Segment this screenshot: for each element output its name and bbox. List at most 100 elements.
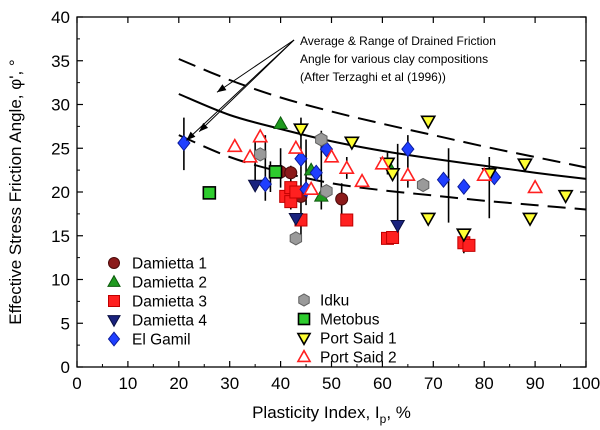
y-tick-label: 35 [51, 52, 70, 71]
data-point [384, 168, 401, 183]
data-point [292, 123, 309, 138]
y-tick-label: 0 [61, 358, 70, 377]
data-point [284, 166, 298, 180]
data-point [254, 147, 267, 162]
series-port-said-2 [226, 128, 544, 195]
data-point [401, 140, 415, 158]
data-point [287, 139, 304, 154]
x-tick-label: 100 [572, 374, 600, 393]
legend-label: Damietta 3 [132, 294, 207, 311]
arrow-head [186, 131, 196, 141]
data-point [462, 238, 476, 252]
legend-marker [107, 331, 121, 347]
data-point [557, 189, 574, 205]
legend-label: Damietta 1 [132, 256, 207, 273]
x-tick-label: 80 [475, 374, 494, 393]
data-point [323, 148, 340, 163]
annotation-line: (After Terzaghi et al (1996)) [300, 70, 446, 84]
annotation-line: Angle for various clay compositions [300, 52, 488, 66]
annotation: Average & Range of Drained Friction Angle… [186, 34, 496, 141]
data-point [374, 155, 391, 170]
data-point [420, 212, 437, 227]
legend-label: Damietta 4 [132, 313, 207, 330]
data-point [289, 231, 303, 246]
curve-average [178, 93, 587, 180]
data-point [315, 132, 328, 147]
data-point [289, 185, 303, 199]
legend-label: Damietta 2 [132, 275, 207, 292]
data-point [309, 164, 323, 182]
y-tick-label: 40 [51, 8, 70, 27]
data-point [320, 183, 333, 199]
series-port-said-1 [292, 115, 574, 243]
y-tick-label: 30 [51, 96, 70, 115]
annotation-arrow [186, 39, 295, 141]
x-tick-label: 30 [220, 374, 239, 393]
data-point [420, 115, 437, 130]
data-point [273, 115, 289, 130]
data-point [252, 128, 269, 143]
arrow-head [216, 84, 227, 93]
legend-marker [107, 315, 121, 328]
data-point [242, 148, 259, 163]
data-point [354, 172, 371, 188]
x-tick-label: 60 [373, 374, 392, 393]
data-point [202, 186, 217, 200]
y-axis-title: Effective Stress Friction Angle, φ', ° [6, 59, 25, 324]
data-point [399, 166, 416, 181]
data-point [343, 136, 360, 151]
series-damietta-3 [279, 181, 476, 252]
y-tick-label: 25 [51, 139, 70, 158]
data-point [340, 213, 354, 227]
legend-marker [108, 295, 120, 307]
data-point [303, 180, 320, 195]
y-tick-label: 5 [61, 314, 70, 333]
data-point [335, 192, 349, 206]
data-point [294, 150, 308, 168]
annotation-line: Average & Range of Drained Friction [300, 34, 496, 48]
y-tick-label: 10 [51, 271, 70, 290]
legend-marker [108, 257, 120, 269]
legend-marker [296, 349, 312, 363]
x-tick-label: 10 [118, 374, 137, 393]
x-tick-label: 50 [322, 374, 341, 393]
axis-ticks: 0 10 20 30 40 50 60 70 80 90 100 0 5 10 15 20 25 30 35 40 [51, 8, 600, 393]
x-axis-title: Plasticity Index, Ip, % [252, 403, 411, 426]
data-point [436, 171, 451, 189]
legend-marker [296, 332, 312, 346]
legend-marker [298, 293, 310, 307]
data-point [268, 165, 283, 179]
data-point [338, 159, 355, 174]
series-idku [254, 132, 430, 246]
data-point [226, 137, 243, 153]
x-tick-label: 70 [424, 374, 443, 393]
data-point [416, 177, 430, 193]
data-point [258, 175, 272, 193]
x-tick-label: 90 [526, 374, 545, 393]
curve-upper [178, 58, 587, 169]
data-points [177, 115, 574, 252]
data-point [177, 134, 191, 152]
data-point [516, 158, 533, 173]
arrow-head [199, 122, 209, 132]
data-point [288, 212, 304, 227]
annotation-arrow [216, 39, 295, 93]
legend-label: Metobus [320, 312, 380, 329]
data-point [390, 219, 406, 234]
legend-label: Port Said 1 [320, 331, 397, 348]
data-point [476, 166, 493, 181]
series-metobus [202, 165, 283, 200]
data-point [522, 212, 538, 227]
legend-label: Port Said 2 [320, 350, 397, 367]
data-point [386, 231, 400, 244]
legend-marker [297, 312, 311, 326]
series-damietta-4 [247, 179, 406, 234]
legend-label: El Gamil [132, 332, 191, 349]
y-tick-label: 15 [51, 227, 70, 246]
data-point [247, 179, 263, 193]
legend-marker [107, 274, 121, 287]
x-tick-label: 40 [271, 374, 290, 393]
data-point [527, 179, 544, 194]
series-el-gamil [177, 134, 502, 198]
